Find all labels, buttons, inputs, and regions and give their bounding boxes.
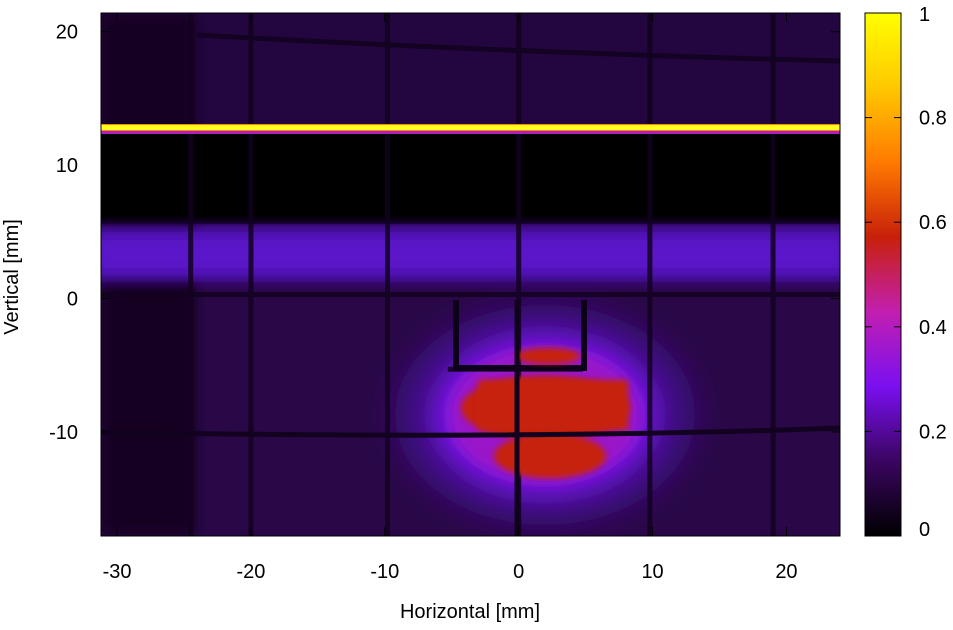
y-tick-label-3: 20: [56, 22, 78, 44]
dark-band: [101, 132, 840, 224]
bright-line: [101, 125, 840, 130]
plot-frame: [100, 12, 841, 537]
y-tick-label-2: 10: [56, 155, 78, 177]
colorbar-tick-label-0: 0: [919, 519, 930, 541]
colorbar: [864, 12, 902, 537]
colorbar-tick-label-3: 0.6: [919, 212, 947, 234]
x-tick-label-4: 10: [641, 561, 663, 583]
grid-line-top: [197, 32, 840, 64]
heatmap-image: [101, 13, 840, 536]
colorbar-ticks: 0 0.2 0.4 0.6 0.8 1: [865, 4, 947, 541]
beam-horizontal-line: [101, 425, 840, 438]
y-axis-label: Vertical [mm]: [1, 219, 23, 335]
x-tick-label-5: 20: [775, 561, 797, 583]
x-axis-ticks: -30 -20 -10 0 10 20: [103, 13, 798, 583]
colorbar-tick-label-1: 0.2: [919, 421, 947, 443]
y-axis-ticks: -10 0 10 20: [49, 22, 840, 444]
purple-band-core: [101, 236, 840, 272]
colorbar-tick-label-4: 0.8: [919, 108, 947, 130]
x-tick-label-2: -10: [370, 561, 399, 583]
grid-lines: [101, 13, 840, 536]
x-tick-label-3: 0: [513, 561, 524, 583]
bright-line-edge: [101, 131, 840, 134]
heatmap-top-region: [101, 13, 840, 123]
x-axis-label: Horizontal [mm]: [400, 601, 540, 623]
x-tick-label-0: -30: [103, 561, 132, 583]
colorbar-tick-label-2: 0.4: [919, 317, 947, 339]
y-tick-label-1: 0: [67, 289, 78, 311]
beam-spot-lower: [494, 434, 606, 478]
slit-frame: [453, 300, 587, 371]
y-tick-label-0: -10: [49, 422, 78, 444]
x-tick-label-1: -20: [236, 561, 265, 583]
beam-spot-center: [478, 380, 628, 430]
beam-spot-upper: [516, 348, 580, 364]
colorbar-tick-label-5: 1: [919, 4, 930, 26]
